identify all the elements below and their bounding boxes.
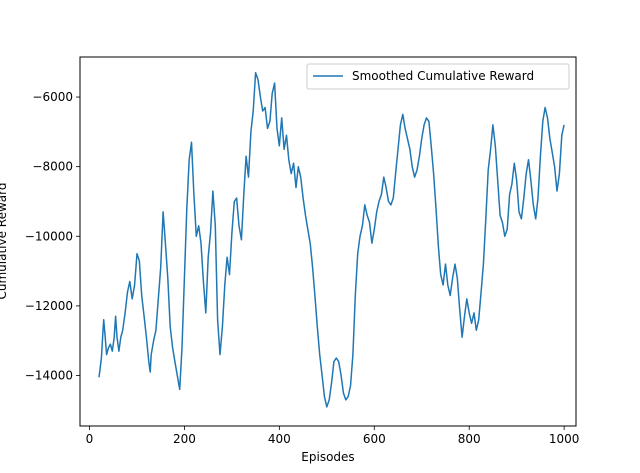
x-axis-label: Episodes (301, 450, 354, 464)
x-tick-label: 0 (86, 432, 94, 446)
y-axis-ticks: −14000 −12000 −10000 −8000 −6000 (25, 90, 80, 383)
x-tick-label: 400 (268, 432, 291, 446)
y-tick-label: −10000 (25, 229, 73, 243)
legend-label: Smoothed Cumulative Reward (352, 69, 534, 83)
y-tick-label: −8000 (32, 160, 73, 174)
series-line-smoothed-cumulative-reward (98, 71, 565, 408)
x-tick-label: 200 (173, 432, 196, 446)
x-tick-label: 800 (458, 432, 481, 446)
y-tick-label: −12000 (25, 299, 73, 313)
plot-frame (79, 56, 577, 427)
x-tick-label: 1000 (549, 432, 580, 446)
y-tick-label: −14000 (25, 369, 73, 383)
legend-box (306, 63, 570, 90)
legend: Smoothed Cumulative Reward (306, 63, 570, 90)
y-tick-label: −6000 (32, 90, 73, 104)
x-axis-ticks: 0 200 400 600 800 1000 (86, 426, 580, 446)
y-axis-label: Cumulative Reward (0, 183, 9, 300)
x-tick-label: 600 (363, 432, 386, 446)
